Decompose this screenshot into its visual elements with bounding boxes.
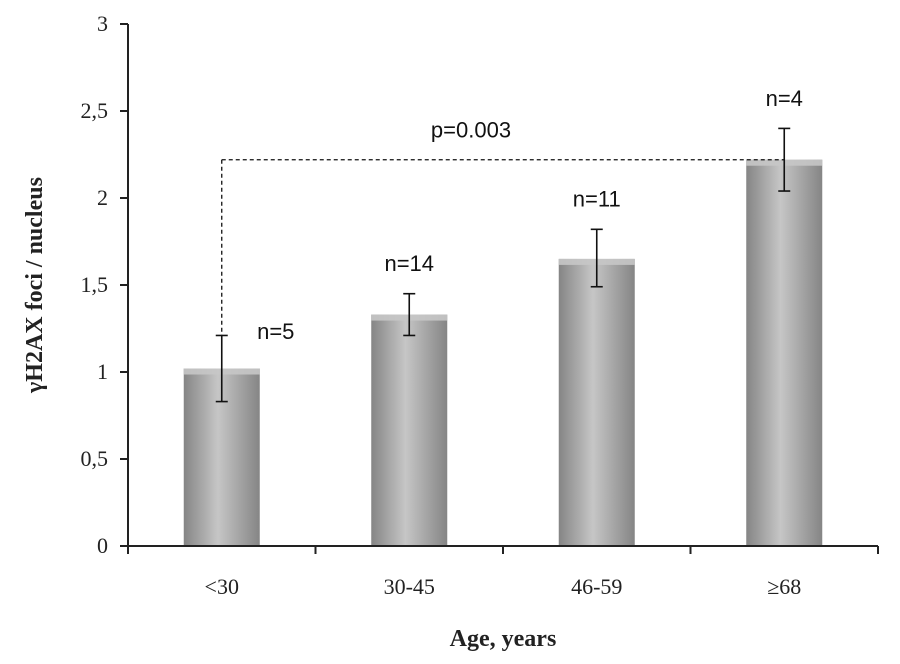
- sample-size-label: n=11: [573, 187, 621, 212]
- significance-bracket-group: p=0.003: [221, 118, 785, 369]
- sample-size-label: n=4: [766, 86, 803, 111]
- y-tick-label: 2: [97, 185, 108, 210]
- x-axis-title: Age, years: [450, 626, 557, 652]
- y-tick-label: 1,5: [81, 272, 109, 297]
- bar-4: [746, 159, 823, 546]
- x-tick-label: 46-59: [571, 574, 622, 599]
- sample-size-label: n=14: [384, 251, 434, 276]
- error-bars-group: [215, 127, 791, 403]
- y-tick-label: 2,5: [81, 98, 109, 123]
- y-tick-label: 0: [97, 533, 108, 558]
- bar-2: [371, 314, 448, 546]
- annotation-labels-group: n=5 n=14 n=11 n=4: [257, 86, 803, 344]
- y-tick-label: 1: [97, 359, 108, 384]
- x-ticks-group: <30 30-45 46-59 ≥68: [127, 546, 879, 599]
- p-value-label: p=0.003: [431, 118, 511, 143]
- x-tick-label: ≥68: [767, 574, 801, 599]
- y-tick-label: 3: [97, 11, 108, 36]
- bar-3: [558, 258, 635, 546]
- y-tick-label: 0,5: [81, 446, 109, 471]
- y-ticks-group: 0 0,5 1 1,5 2 2,5 3: [81, 11, 128, 558]
- sample-size-label: n=5: [257, 319, 294, 344]
- bars-group: [183, 159, 823, 546]
- x-tick-label: <30: [205, 574, 239, 599]
- x-tick-label: 30-45: [384, 574, 435, 599]
- y-axis-title: γH2AX foci / nucleus: [22, 177, 48, 394]
